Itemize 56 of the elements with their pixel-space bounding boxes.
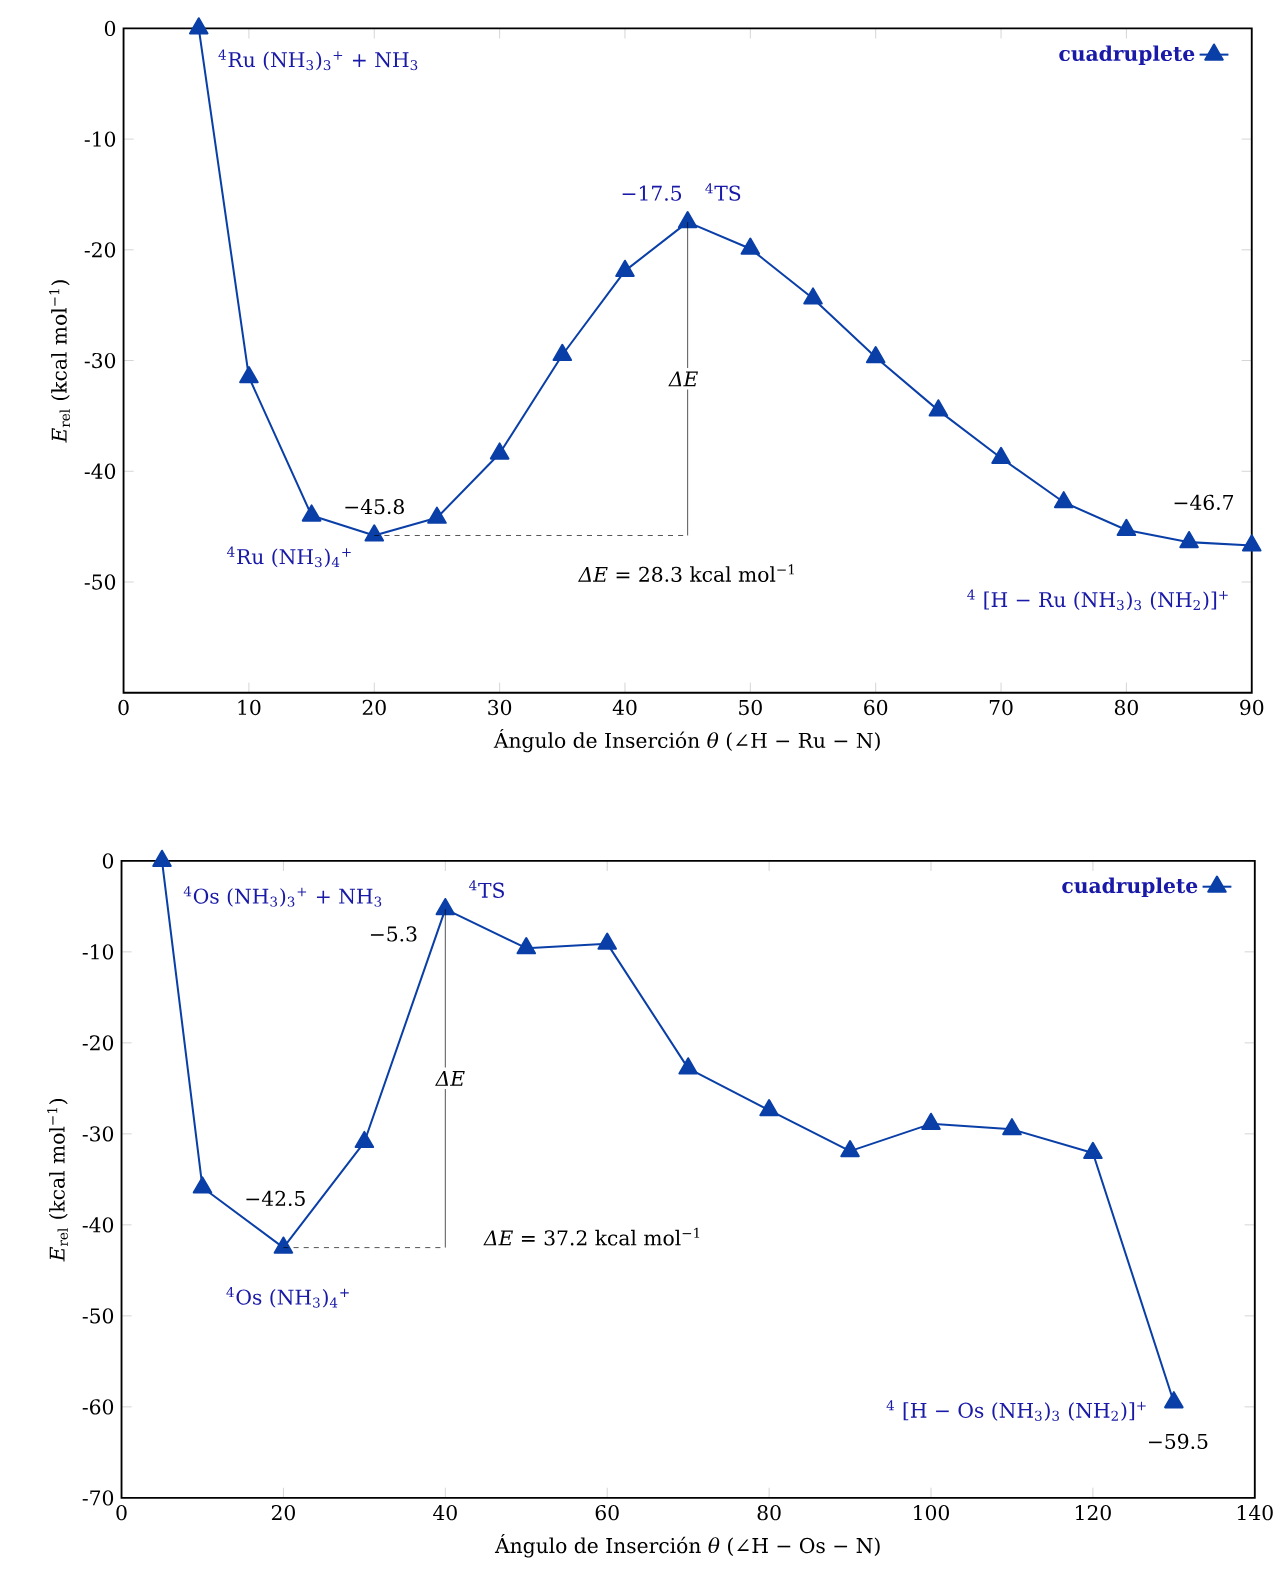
y-tick-label: -10 (84, 131, 116, 147)
x-tick-label: 80 (1114, 699, 1138, 716)
x-tick-label: 80 (757, 1504, 781, 1521)
x-tick-label: 0 (118, 699, 129, 716)
annotation: $^{4}$Ru (NH$_{3}$)$_{4}$+ (227, 546, 351, 568)
y-tick-label: -40 (84, 463, 116, 479)
annotation: ΔE = 28.3 kcal mol$^{−1}$ (577, 564, 794, 582)
y-tick-label: -20 (82, 1035, 114, 1051)
annotation: $^{4}$Os (NH$_{3}$)$_{3}$$^{+}$ + NH$_{3}$ (183, 886, 382, 907)
y-tick-label: -50 (82, 1308, 114, 1324)
y-tick-label: -20 (84, 242, 116, 258)
annotation: $^{4}$TS (469, 880, 504, 898)
y-tick-label: -30 (84, 352, 116, 369)
x-tick-label: 40 (612, 699, 637, 716)
x-tick-label: 40 (433, 1504, 457, 1521)
legend-label: cuadruplete (1062, 877, 1198, 898)
y-tick-label: 0 (102, 853, 114, 869)
x-tick-label: 0 (116, 1504, 127, 1521)
x-tick-label: 140 (1237, 1504, 1273, 1521)
annotation: −59.5 (1149, 1433, 1208, 1450)
x-tick-label: 70 (989, 699, 1013, 716)
legend-label: cuadruplete (1059, 45, 1195, 66)
y-axis-title: E$_{rel}$ (kcal mol$^{−1}$) (47, 1099, 68, 1262)
y-tick-label: -60 (82, 1399, 114, 1415)
y-tick-label: 0 (104, 20, 116, 37)
x-axis-title: Ángulo de Inserción θ (∠H − Ru − N) (493, 728, 880, 753)
x-tick-label: 120 (1076, 1504, 1111, 1521)
x-tick-label: 60 (864, 699, 888, 716)
x-tick-label: 10 (238, 699, 261, 716)
x-tick-label: 30 (488, 699, 512, 716)
x-tick-label: 20 (271, 1504, 295, 1521)
annotation: $^{4}$TS (705, 183, 741, 201)
x-tick-label: 20 (362, 699, 386, 716)
x-tick-label: 100 (914, 1504, 949, 1521)
text: $^{4}$ [H − Ru (NH$_{3}$)$_{3}$ (NH$_{2}$)]$^{+}$ (967, 589, 1228, 611)
x-tick-label: 90 (1240, 699, 1264, 716)
annotation: $^{4}$Os (NH$_{3}$)$_{4}$+ (226, 1287, 349, 1308)
annotation: −17.5 (622, 185, 682, 201)
annotation: −46.7 (1174, 494, 1234, 511)
y-tick-label: -40 (82, 1217, 114, 1233)
annotation: −42.5 (246, 1190, 305, 1207)
text: $^{4}$ [H − Os (NH$_{3}$)$_{3}$ (NH$_{2}$)]$^{+}$ (886, 1400, 1146, 1421)
x-tick-label: 50 (739, 699, 762, 716)
x-tick-label: 60 (595, 1504, 619, 1521)
y-axis-title: E$_{rel}$ (kcal mol$^{−1}$) (49, 280, 70, 443)
y-tick-label: -30 (82, 1126, 114, 1142)
y-tick-label: -70 (82, 1490, 114, 1506)
annotation: ΔE (435, 1070, 465, 1086)
annotation: −5.3 (370, 926, 417, 942)
y-tick-label: -10 (82, 944, 114, 960)
annotation: ΔE = 37.2 kcal mol$^{−1}$ (483, 1227, 700, 1246)
annotation: ΔE (668, 371, 698, 387)
annotation: −45.8 (345, 498, 404, 515)
annotation: $^{4}$Ru (NH$_{3}$)$_{3}$$^{+}$ + NH$_{3}$ (218, 49, 418, 71)
y-tick-label: -50 (84, 574, 116, 590)
x-axis-title: Ángulo de Inserción θ (∠H − Os − N) (494, 1534, 880, 1558)
